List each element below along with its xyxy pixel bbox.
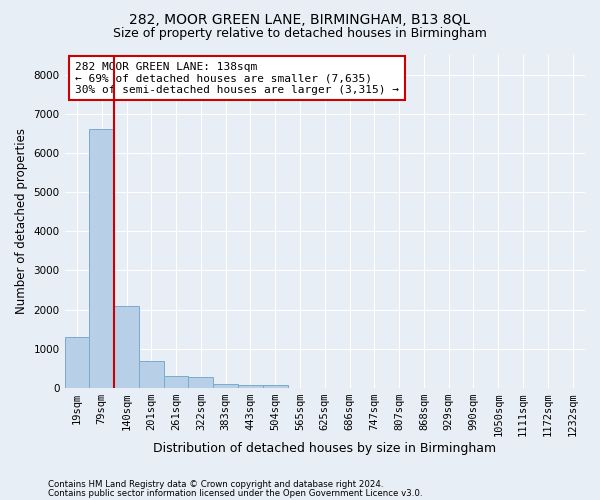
Bar: [263, 385, 287, 388]
Bar: [238, 384, 263, 388]
Bar: [164, 376, 188, 388]
Bar: [139, 361, 164, 388]
Bar: [213, 384, 238, 388]
Bar: [89, 130, 114, 388]
Bar: [114, 306, 139, 388]
Text: 282 MOOR GREEN LANE: 138sqm
← 69% of detached houses are smaller (7,635)
30% of : 282 MOOR GREEN LANE: 138sqm ← 69% of det…: [75, 62, 399, 95]
Text: Contains public sector information licensed under the Open Government Licence v3: Contains public sector information licen…: [48, 488, 422, 498]
X-axis label: Distribution of detached houses by size in Birmingham: Distribution of detached houses by size …: [153, 442, 496, 455]
Bar: [188, 377, 213, 388]
Text: Size of property relative to detached houses in Birmingham: Size of property relative to detached ho…: [113, 28, 487, 40]
Y-axis label: Number of detached properties: Number of detached properties: [15, 128, 28, 314]
Text: 282, MOOR GREEN LANE, BIRMINGHAM, B13 8QL: 282, MOOR GREEN LANE, BIRMINGHAM, B13 8Q…: [130, 12, 470, 26]
Text: Contains HM Land Registry data © Crown copyright and database right 2024.: Contains HM Land Registry data © Crown c…: [48, 480, 383, 489]
Bar: [65, 337, 89, 388]
